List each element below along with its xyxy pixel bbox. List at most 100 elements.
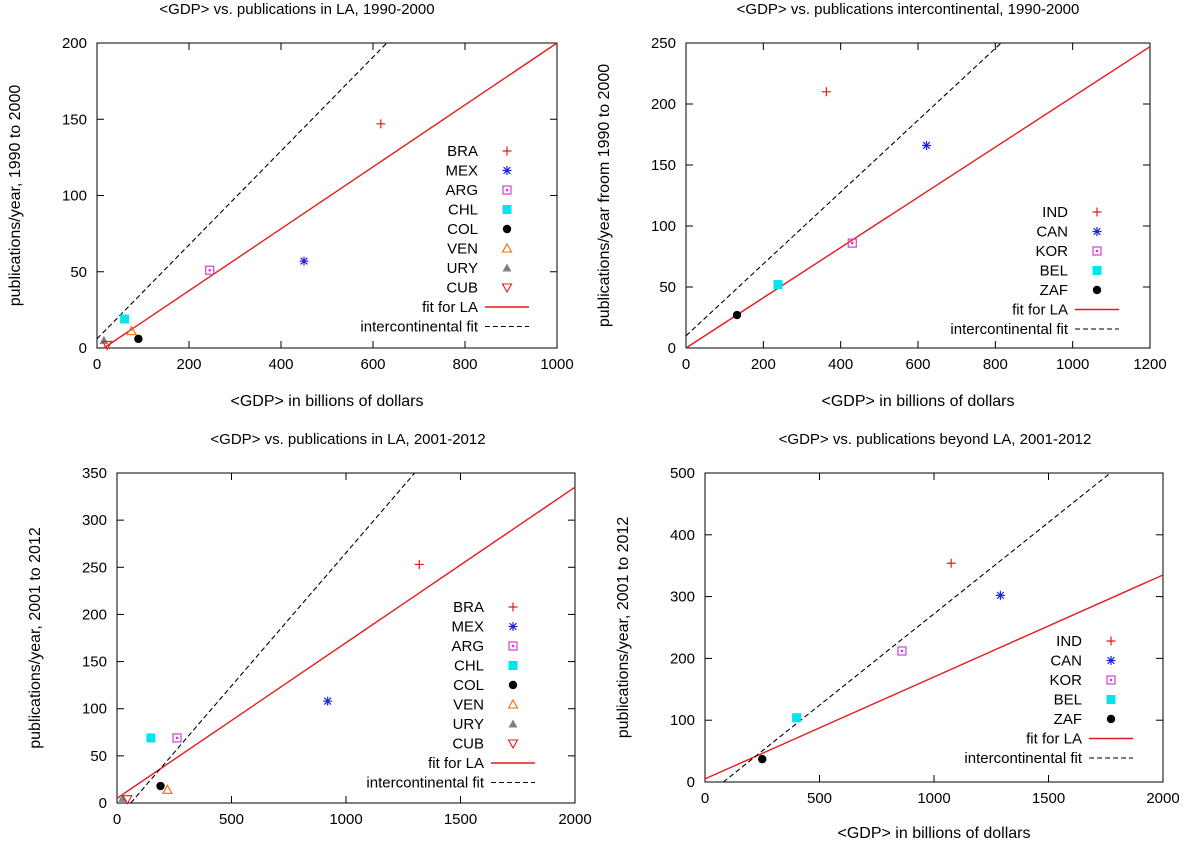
legend: BRA MEX ARG CHL COL VEN URY CUB fit for LA interc…	[366, 599, 535, 792]
x-tick-label: 0	[701, 790, 709, 807]
legend: IND CAN KOR BEL ZAF fit for LA intercontinenta…	[950, 204, 1119, 338]
legend-marker-bel	[1106, 695, 1116, 704]
y-axis-label: publications/year, 1990 to 2000	[7, 85, 24, 307]
legend-marker-bel	[1092, 266, 1102, 275]
chart-title: <GDP> vs. publications beyond LA, 2001-2…	[779, 431, 1092, 448]
x-tick-label: 500	[219, 811, 244, 828]
legend-label: ZAF	[1040, 282, 1068, 299]
legend-label: IND	[1042, 204, 1068, 221]
x-tick-label: 400	[828, 356, 853, 373]
data-point-kor-dot	[900, 649, 904, 653]
y-tick-label: 100	[82, 701, 107, 718]
data-point-bra	[414, 559, 424, 569]
y-tick-label: 50	[90, 748, 107, 765]
legend-label: intercontinental fit	[964, 750, 1082, 767]
y-tick-label: 250	[651, 35, 676, 52]
y-tick-label: 0	[687, 774, 695, 791]
chart-title: <GDP> vs. publications in LA, 2001-2012	[210, 431, 485, 448]
y-tick-label: 50	[70, 264, 87, 281]
legend-marker-col	[502, 224, 512, 234]
legend-label: MEX	[445, 163, 478, 180]
data-point-arg-dot	[208, 269, 211, 272]
x-tick-label: 1000	[540, 356, 573, 373]
data-point-arg	[172, 733, 182, 743]
legend-label: CHL	[448, 202, 478, 219]
la-fit-line	[685, 46, 1151, 349]
la-fit-line	[103, 42, 558, 349]
legend-label: intercontinental fit	[950, 321, 1068, 338]
legend-marker-arg	[508, 641, 518, 651]
legend-marker-ind	[1092, 207, 1102, 217]
x-tick-label: 1000	[1056, 356, 1089, 373]
legend-marker-zaf	[1092, 285, 1102, 295]
legend-label: COL	[447, 221, 478, 238]
legend-marker-kor	[1092, 246, 1102, 256]
legend-label: ZAF	[1054, 711, 1082, 728]
legend-label: intercontinental fit	[366, 775, 484, 792]
legend-marker-ury	[502, 263, 512, 272]
legend-marker-mex	[508, 622, 518, 631]
legend-label: ARG	[445, 182, 478, 199]
legend-label: fit for LA	[428, 755, 484, 772]
intercontinental-fit-line	[685, 42, 1002, 337]
data-point-arg	[205, 265, 215, 275]
x-tick-label: 200	[176, 356, 201, 373]
data-point-ind	[946, 558, 956, 568]
intercontinental-fit-line	[722, 472, 1111, 783]
plot-frame	[704, 472, 1164, 783]
x-tick-label: 0	[113, 811, 121, 828]
y-tick-label: 200	[82, 606, 107, 623]
chart-title: <GDP> vs. publications in LA, 1990-2000	[159, 1, 434, 18]
legend-marker-kor	[1106, 675, 1116, 685]
y-tick-label: 250	[82, 559, 107, 576]
legend-label: KOR	[1035, 243, 1068, 260]
legend-label: BEL	[1054, 692, 1082, 709]
chart-panel-1: <GDP> vs. publications in LA, 1990-2000 0…	[7, 1, 574, 410]
data-point-chl	[120, 314, 130, 324]
legend-marker-arg-dot	[511, 644, 515, 648]
legend-label: CHL	[454, 658, 484, 675]
x-tick-label: 800	[452, 356, 477, 373]
x-axis-label: <GDP> in billions of dollars	[838, 825, 1031, 842]
data-point-bel	[792, 713, 802, 723]
legend-marker-col	[508, 680, 518, 690]
data-point-ind	[821, 87, 831, 97]
data-point-ven	[161, 784, 173, 794]
chart-panel-4: <GDP> vs. publications beyond LA, 2001-2…	[615, 431, 1180, 842]
legend-label: KOR	[1049, 672, 1082, 689]
y-tick-label: 300	[670, 589, 695, 606]
legend-marker-chl	[508, 661, 518, 670]
data-point-col	[156, 781, 165, 791]
y-tick-label: 200	[670, 650, 695, 667]
legend-label: CAN	[1036, 224, 1068, 241]
data-point-zaf	[758, 754, 767, 764]
y-tick-label: 0	[668, 340, 676, 357]
x-tick-label: 1500	[444, 811, 477, 828]
y-tick-label: 0	[99, 795, 107, 812]
legend: BRA MEX ARG CHL COL VEN URY CUB fit for LA interc…	[360, 143, 529, 336]
data-point-can	[995, 590, 1005, 600]
legend-label: fit for LA	[1026, 731, 1082, 748]
legend-label: BRA	[453, 599, 484, 616]
x-tick-label: 1000	[917, 790, 950, 807]
legend-marker-ury	[508, 719, 518, 728]
plot-frame	[116, 472, 576, 804]
x-tick-label: 0	[682, 356, 690, 373]
x-tick-label: 2000	[1146, 790, 1179, 807]
x-tick-label: 600	[905, 356, 930, 373]
y-tick-label: 100	[651, 218, 676, 235]
data-point-can	[922, 140, 932, 150]
data-point-cub	[121, 795, 133, 805]
x-tick-label: 400	[268, 356, 293, 373]
data-point-chl	[146, 733, 156, 743]
data-point-ven	[126, 325, 137, 336]
y-axis-label: publications/year, 2001 to 2012	[27, 527, 44, 749]
legend-label: COL	[453, 677, 484, 694]
legend-marker-arg-dot	[505, 188, 509, 192]
intercontinental-fit-line	[96, 42, 388, 340]
x-tick-label: 1500	[1032, 790, 1065, 807]
legend-label: CUB	[452, 736, 484, 753]
y-tick-label: 100	[62, 188, 87, 205]
legend: IND CAN KOR BEL ZAF fit for LA intercontinenta…	[964, 633, 1133, 767]
legend-label: MEX	[451, 619, 484, 636]
